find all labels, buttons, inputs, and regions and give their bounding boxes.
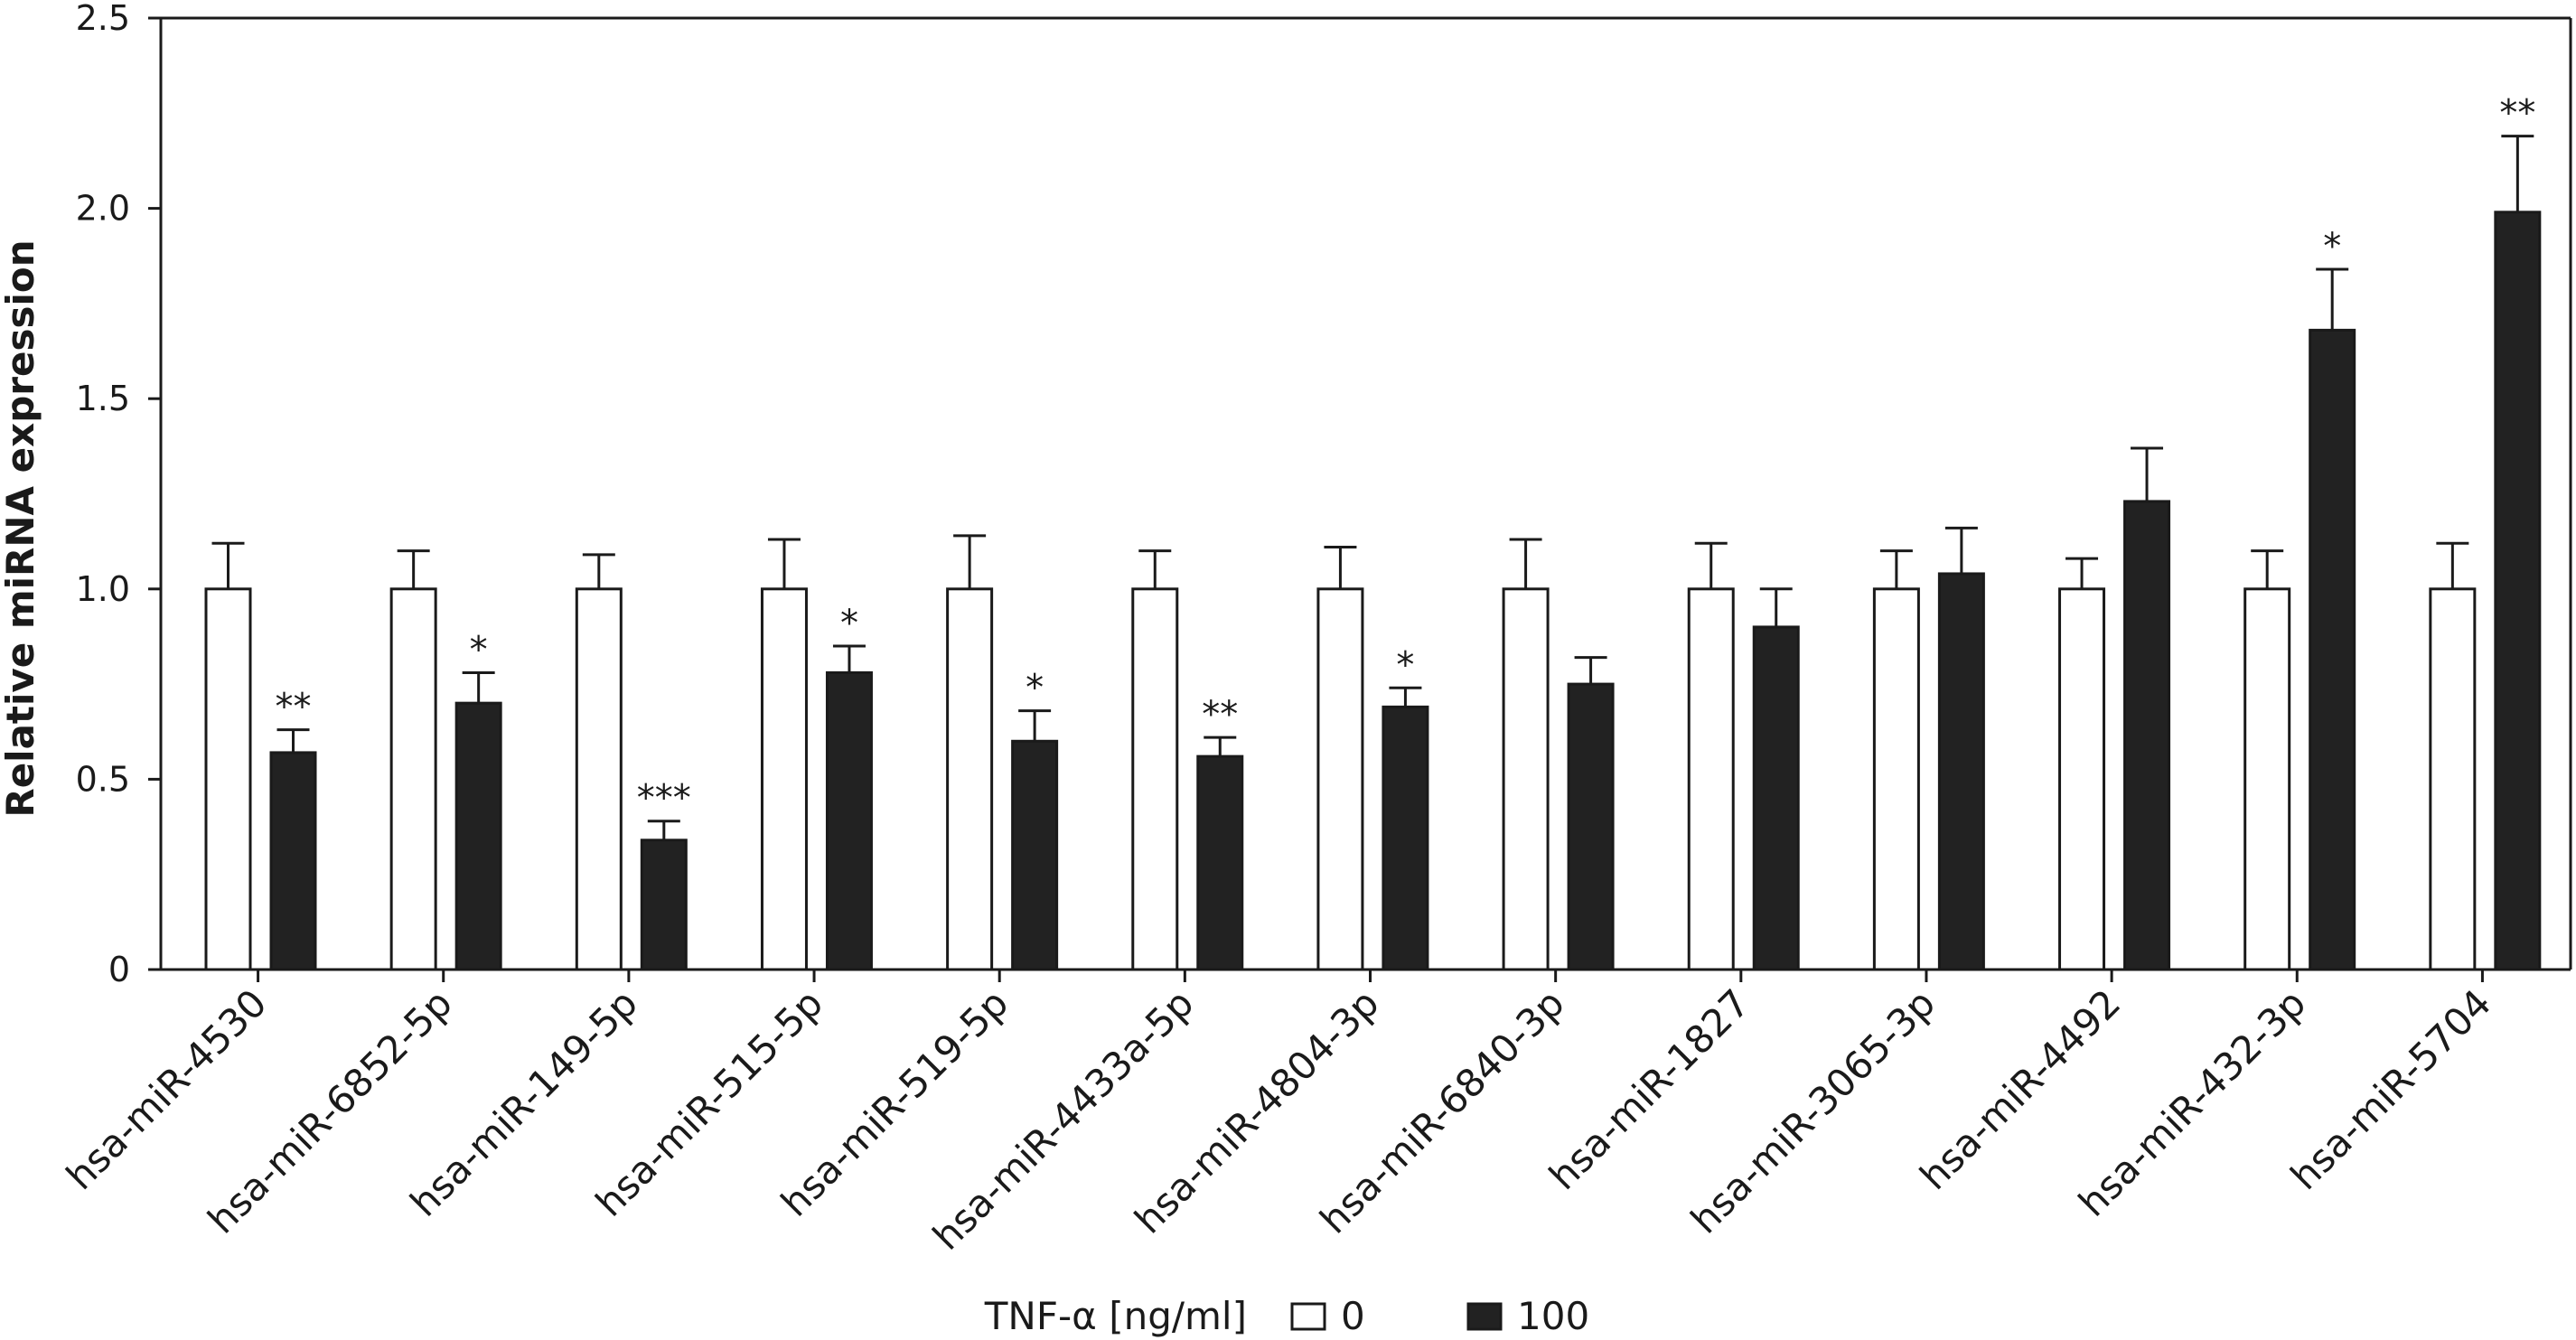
bar-control [2058,587,2106,971]
y-tick-label: 1.5 [76,379,130,418]
bar-treated [1196,754,1244,971]
y-axis-label: Relative miRNA expression [0,239,42,817]
significance-marker: * [1396,644,1414,686]
bar-control [1687,587,1735,971]
bar-control [575,587,623,971]
bar-control [1872,587,1920,971]
significance-marker: * [2323,226,2341,267]
bar-treated [2494,211,2542,971]
x-tick-label: hsa-miR-1827 [1541,980,1758,1198]
x-tick-label: hsa-miR-4492 [1911,980,2129,1198]
bar-treated [454,701,502,971]
bar-control [389,587,437,971]
legend-swatch-100 [1466,1302,1503,1331]
bar-control [1502,587,1550,971]
significance-marker: ** [1202,694,1238,736]
bar-treated [1011,739,1059,971]
significance-marker: ** [276,687,312,728]
x-tick-label: hsa-miR-4530 [58,980,276,1198]
bar-treated [2123,500,2171,971]
bar-treated [640,839,688,971]
y-tick-label: 2.5 [76,0,130,38]
bar-control [1131,587,1179,971]
plot-area: 00.51.01.52.02.5**hsa-miR-4530*hsa-miR-6… [58,0,2572,1259]
significance-marker: *** [637,778,691,820]
legend-label-0: 0 [1341,1294,1365,1338]
y-tick-label: 0 [108,950,130,989]
legend: TNF-α [ng/ml] 0 100 [984,1294,1589,1338]
bar-control [946,587,994,971]
y-tick-label: 2.0 [76,189,130,229]
bar-treated [269,751,317,971]
bar-treated [1937,572,1985,971]
significance-marker: * [1026,668,1044,709]
bar-control [1316,587,1364,971]
x-tick-label: hsa-miR-5704 [2282,980,2500,1198]
y-tick-label: 1.0 [76,569,130,609]
legend-title: TNF-α [ng/ml] [984,1294,1247,1338]
legend-swatch-0 [1290,1302,1326,1331]
bar-treated [1567,682,1615,971]
significance-marker: * [840,603,858,644]
bar-treated [825,670,873,971]
y-tick-label: 0.5 [76,759,130,799]
bar-control [2429,587,2477,971]
bar-treated [1382,705,1429,971]
significance-marker: * [470,629,488,670]
bar-control [2243,587,2291,971]
bar-treated [2309,328,2356,971]
significance-marker: ** [2499,93,2535,135]
legend-label-100: 100 [1517,1294,1589,1338]
bar-control [760,587,808,971]
bar-control [204,587,252,971]
bar-treated [1752,625,1800,971]
